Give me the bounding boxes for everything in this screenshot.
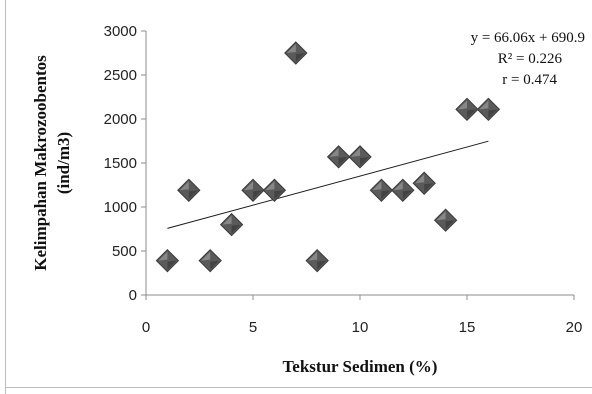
y-tick-label: 1500 <box>104 155 137 172</box>
x-tick-label: 20 <box>566 319 583 336</box>
data-point-highlight <box>244 181 253 191</box>
data-point <box>455 97 479 122</box>
data-point <box>219 212 244 237</box>
data-point-marker <box>177 178 201 202</box>
data-point-marker <box>241 178 265 202</box>
y-tick-label: 3000 <box>104 23 137 40</box>
data-point-shade <box>295 53 305 62</box>
y-tick-label: 0 <box>129 287 137 304</box>
data-point-marker <box>348 145 372 169</box>
y-tick-label: 500 <box>112 243 137 260</box>
tick-labels: 0 500 1000 1500 2000 2500 3000 0 5 10 15 20 <box>104 23 583 336</box>
trendline-group <box>167 140 489 229</box>
data-point-marker <box>391 178 415 202</box>
data-point-marker <box>455 97 479 122</box>
data-point-marker <box>219 212 244 237</box>
data-point <box>433 208 458 232</box>
trendline-equation: y = 66.06x + 690.9 <box>471 30 585 46</box>
data-point-highlight <box>179 181 189 191</box>
data-point-highlight <box>201 251 211 261</box>
data-point-shade <box>360 156 369 166</box>
data-point-shade <box>317 260 327 270</box>
x-tick-label: 5 <box>249 319 257 336</box>
x-tick-label: 15 <box>459 319 476 336</box>
data-point-shade <box>381 190 391 200</box>
data-point-highlight <box>372 181 382 191</box>
data-point-marker <box>412 171 436 195</box>
x-axis-title: Tekstur Sedimen (%) <box>283 357 438 376</box>
y-tick-label: 2500 <box>104 67 137 84</box>
data-point-shade <box>424 183 434 193</box>
data-point-marker <box>369 178 394 202</box>
data-point <box>198 248 222 273</box>
data-point-highlight <box>479 100 489 110</box>
data-point <box>177 178 201 202</box>
x-tick-label: 0 <box>142 319 150 336</box>
data-point <box>241 178 265 202</box>
data-point-marker <box>476 97 501 122</box>
data-point-shade <box>467 109 476 119</box>
data-point-marker <box>262 178 287 202</box>
data-point <box>412 171 436 195</box>
data-point-shade <box>338 156 348 166</box>
y-axis-title-line-2: (ind/m3) <box>54 132 73 194</box>
data-point-highlight <box>351 147 360 157</box>
data-points <box>155 41 501 273</box>
data-point <box>305 248 329 273</box>
data-point <box>262 178 287 202</box>
data-point-highlight <box>415 174 425 184</box>
data-point <box>369 178 394 202</box>
data-point-marker <box>155 248 180 273</box>
data-point-marker <box>326 145 351 169</box>
y-tick-label: 1000 <box>104 199 137 216</box>
data-point-shade <box>274 190 284 200</box>
image-frame-left <box>5 0 6 394</box>
data-point-shade <box>445 220 455 230</box>
data-point-shade <box>231 224 241 234</box>
data-point-highlight <box>222 215 232 225</box>
data-point-shade <box>488 109 498 119</box>
data-point <box>476 97 501 122</box>
data-point <box>326 145 351 169</box>
data-point-marker <box>433 208 458 232</box>
data-point-highlight <box>393 181 403 191</box>
data-point-shade <box>167 260 177 270</box>
data-point-highlight <box>436 211 446 221</box>
image-frame-bottom <box>5 387 592 388</box>
axes <box>141 30 575 300</box>
data-point <box>348 145 372 169</box>
data-point-marker <box>198 248 222 273</box>
data-point-shade <box>188 190 198 200</box>
data-point-highlight <box>329 147 339 157</box>
data-point-shade <box>210 260 220 270</box>
correlation-label: r = 0.474 <box>502 72 557 88</box>
y-axis-title-line-1: Kelimpahan Makrozoobentos <box>31 55 50 271</box>
data-point-shade <box>402 190 412 200</box>
data-point-marker <box>284 41 308 65</box>
data-point-highlight <box>158 251 168 261</box>
y-tick-label: 2000 <box>104 111 137 128</box>
data-point <box>284 41 308 65</box>
x-tick-label: 10 <box>352 319 369 336</box>
data-point-highlight <box>265 181 275 191</box>
data-point <box>391 178 415 202</box>
data-point-highlight <box>458 100 467 110</box>
data-point-highlight <box>286 44 296 53</box>
data-point-marker <box>305 248 329 273</box>
data-point <box>155 248 180 273</box>
r-squared-label: R² = 0.226 <box>498 51 563 67</box>
data-point-shade <box>253 190 262 200</box>
trendline <box>167 140 489 229</box>
data-point-highlight <box>308 251 318 261</box>
